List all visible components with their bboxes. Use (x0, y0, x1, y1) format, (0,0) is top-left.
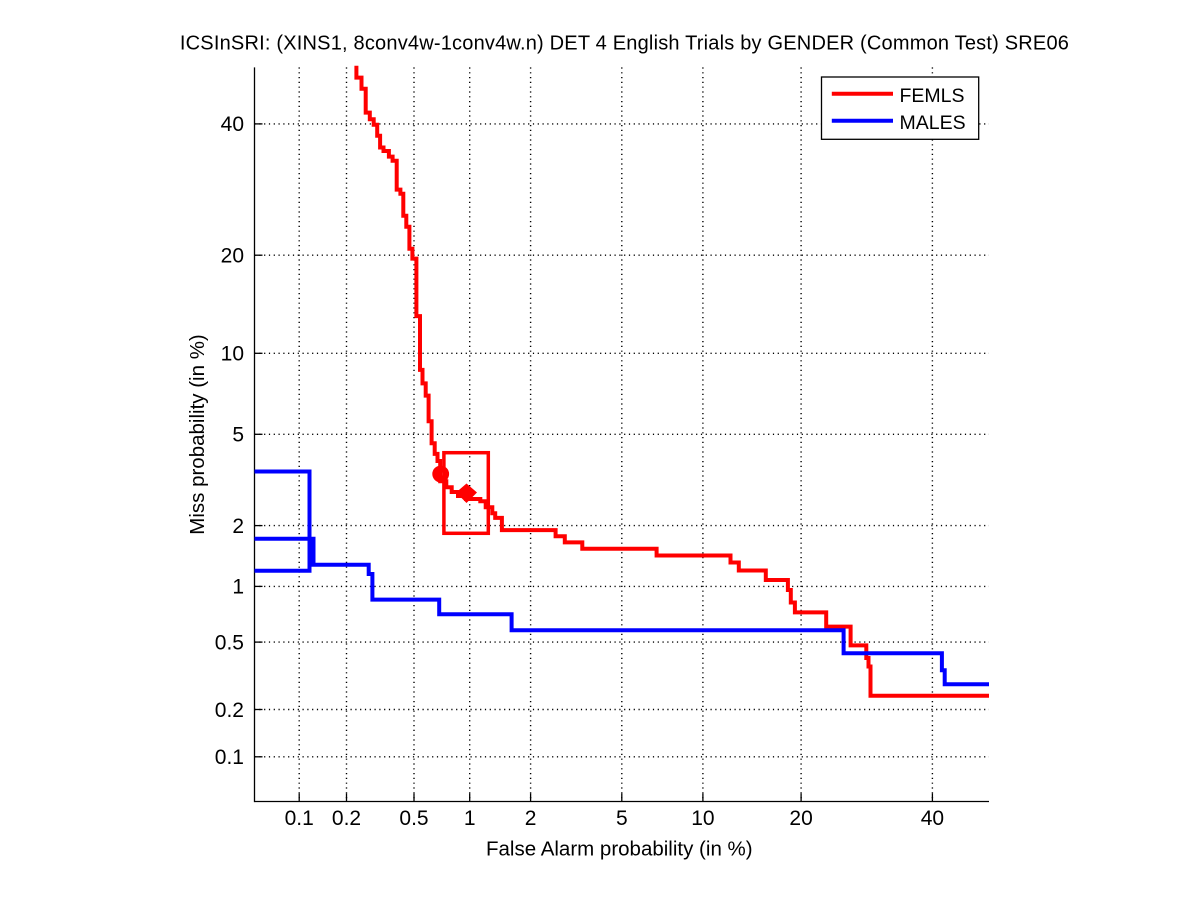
svg-text:0.1: 0.1 (215, 746, 244, 769)
svg-text:1: 1 (232, 576, 244, 599)
svg-text:0.5: 0.5 (215, 631, 244, 654)
svg-text:0.2: 0.2 (332, 807, 361, 830)
svg-text:10: 10 (691, 807, 714, 830)
svg-text:40: 40 (921, 807, 944, 830)
svg-text:5: 5 (616, 807, 628, 830)
svg-text:0.2: 0.2 (215, 699, 244, 722)
svg-text:FEMLS: FEMLS (900, 85, 965, 107)
svg-text:20: 20 (789, 807, 812, 830)
svg-text:False Alarm probability (in %): False Alarm probability (in %) (486, 838, 753, 861)
svg-text:5: 5 (232, 424, 244, 447)
svg-text:2: 2 (232, 515, 244, 538)
svg-text:ICSInSRI: (XINS1, 8conv4w-1con: ICSInSRI: (XINS1, 8conv4w-1conv4w.n) DET… (180, 33, 1069, 55)
svg-text:0.5: 0.5 (399, 807, 428, 830)
svg-text:2: 2 (525, 807, 537, 830)
svg-text:1: 1 (464, 807, 476, 830)
svg-text:MALES: MALES (900, 112, 966, 134)
svg-text:40: 40 (221, 113, 244, 136)
svg-text:10: 10 (221, 343, 244, 366)
svg-text:20: 20 (221, 245, 244, 268)
svg-text:Miss probability (in %): Miss probability (in %) (186, 334, 209, 535)
svg-text:0.1: 0.1 (285, 807, 314, 830)
